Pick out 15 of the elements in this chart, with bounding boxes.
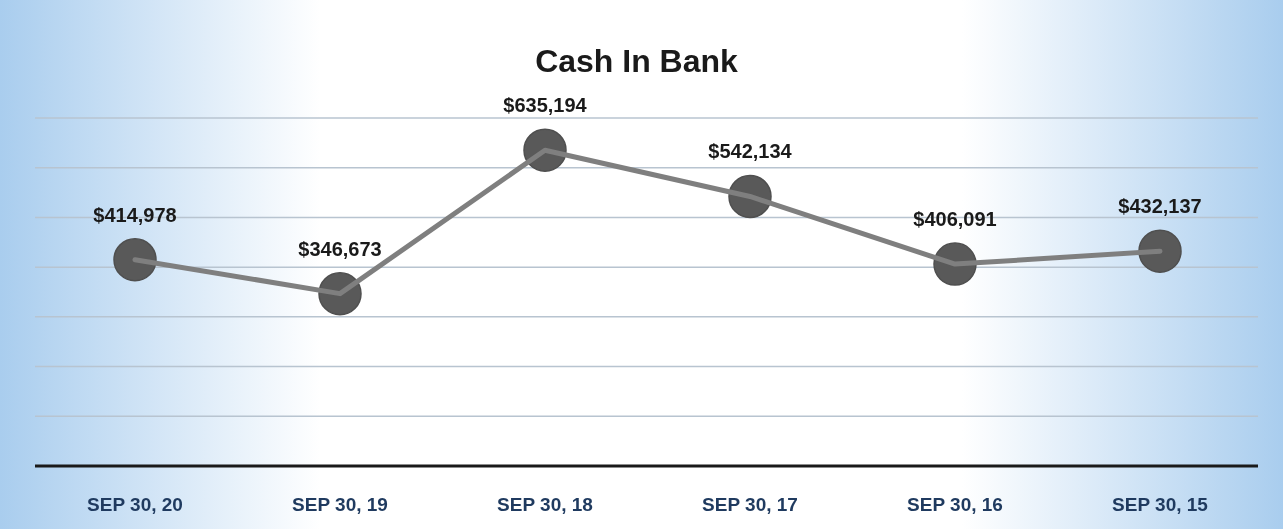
x-tick-label: SEP 30, 20 [87, 494, 183, 515]
x-tick-label: SEP 30, 18 [497, 494, 593, 515]
x-tick-label: SEP 30, 16 [907, 494, 1003, 515]
x-tick-label: SEP 30, 17 [702, 494, 798, 515]
data-label: $542,134 [708, 140, 793, 163]
x-tick-label: SEP 30, 19 [292, 494, 388, 515]
data-label: $414,978 [93, 203, 177, 226]
data-label: $346,673 [298, 237, 382, 260]
data-label: $406,091 [913, 208, 997, 231]
point [1138, 229, 1182, 273]
chart-title: Cash In Bank [535, 43, 739, 79]
data-label: $635,194 [503, 94, 588, 117]
data-label: $432,137 [1118, 195, 1202, 218]
point [113, 237, 157, 282]
x-tick-label: SEP 30, 15 [1112, 494, 1209, 515]
